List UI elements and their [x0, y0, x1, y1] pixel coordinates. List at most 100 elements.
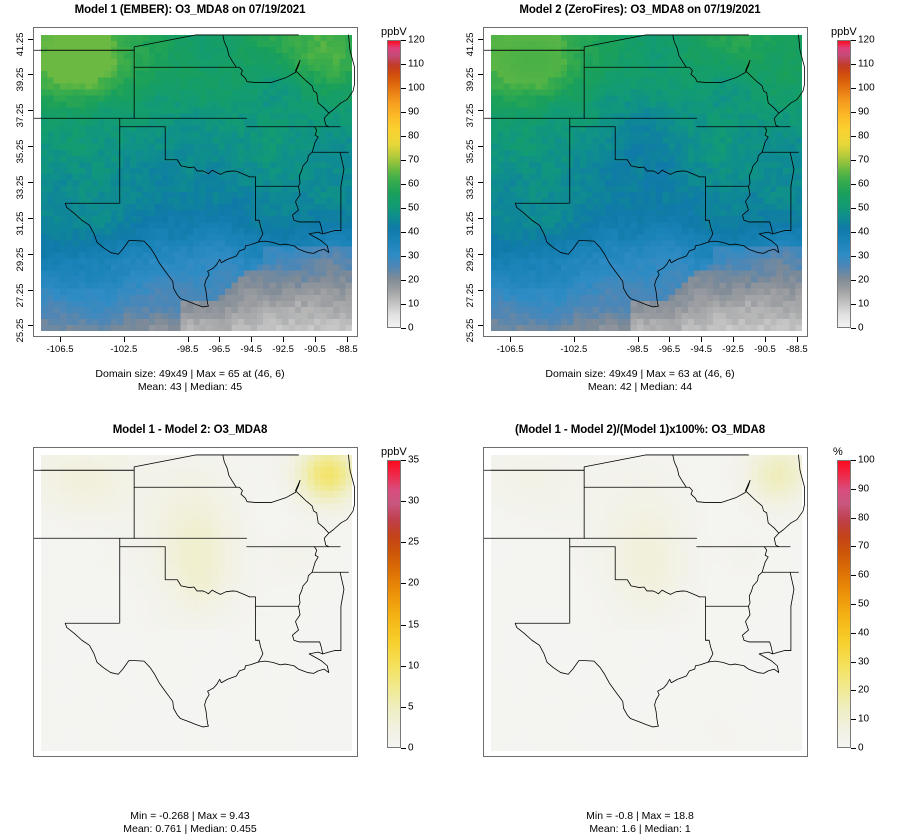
colorbar-tickmark [401, 184, 406, 185]
y-axis-ticklabel: 37.25 [15, 103, 26, 128]
stats-line-1: Min = -0.268 | Max = 9.43 [130, 810, 250, 822]
colorbar-ticklabel: 100 [858, 82, 875, 94]
heatmap-raster-model-2 [491, 35, 802, 331]
colorbar-ticklabel: 15 [408, 619, 420, 631]
colorbar-ticklabel: 50 [858, 202, 870, 214]
colorbar-gradient-difference [387, 460, 401, 748]
colorbar-tickmark [851, 632, 856, 634]
colorbar-ticklabel: 25 [408, 536, 420, 548]
x-axis-tickmark [283, 337, 285, 342]
colorbar-ticklabel: 20 [858, 274, 870, 286]
stats-line-2: Mean: 0.761 | Median: 0.455 [123, 823, 257, 835]
y-axis-ticklabel: 39.25 [465, 68, 476, 92]
y-axis-tickmark [28, 253, 33, 255]
y-axis-tickmark [478, 74, 483, 76]
colorbar-ticklabel: 70 [858, 154, 870, 166]
y-axis-ticklabel: 31.25 [15, 211, 26, 236]
panel-percent-difference: (Model 1 - Model 2)/(Model 1)x100%: O3_M… [450, 420, 900, 840]
map-frame-difference [33, 447, 358, 757]
y-axis-tickmark [28, 182, 33, 183]
x-axis-ticklabel: -92.5 [722, 344, 744, 355]
colorbar-ticklabel: 20 [408, 274, 420, 286]
colorbar-model-2: 0 10 20 30 40 50 60 70 80 90 100 110 120 [837, 35, 875, 334]
x-axis-ticklabel: -88.5 [786, 344, 808, 355]
stats-difference: Min = -0.268 | Max = 9.43 Mean: 0.761 | … [0, 810, 380, 836]
y-axis-ticklabel: 41.25 [465, 32, 476, 57]
colorbar-tickmark [401, 501, 406, 503]
colorbar-tickmark [851, 546, 856, 548]
colorbar-ticklabel: 120 [408, 34, 425, 46]
colorbar-tickmark [851, 575, 856, 577]
y-axis-ticklabel: 35.25 [465, 139, 476, 164]
map-frame-model-1 [33, 27, 358, 337]
colorbar-tickmark [851, 690, 856, 692]
colorbar-tickmark [401, 624, 406, 626]
y-axis-ticklabel: 25.25 [465, 318, 476, 343]
y-axis-model-2: 25.25 27.25 29.25 31.25 33.25 35.25 37.25 39.25… [460, 27, 483, 343]
y-axis-ticklabel: 25.25 [15, 318, 26, 343]
y-axis-model-1: 25.25 27.25 29.25 31.25 33.25 35.25 37.25 39.25… [10, 27, 33, 343]
stats-line-2: Mean: 43 | Median: 45 [137, 381, 243, 393]
colorbar-gradient-model-1 [387, 40, 401, 328]
x-axis-model-2: -106.5 -102.5 -98.5 -96.5 -94.5 -92.5 -90.5 -88… [483, 337, 808, 359]
colorbar-tickmark [401, 304, 406, 305]
x-axis-ticklabel: -94.5 [690, 344, 713, 355]
colorbar-ticklabel: 40 [858, 226, 870, 238]
x-axis-tickmark [637, 337, 639, 342]
x-axis-ticklabel: -96.5 [208, 344, 231, 355]
colorbar-ticklabel: 70 [408, 154, 420, 166]
y-axis-ticklabel: 37.25 [465, 103, 476, 128]
heatmap-raster-difference [41, 455, 352, 751]
x-axis-tickmark [764, 337, 766, 342]
colorbar-ticklabel: 80 [858, 512, 870, 524]
colorbar-tickmark [851, 208, 856, 209]
y-axis-tickmark [478, 325, 483, 327]
colorbar-tickmark [851, 280, 856, 281]
colorbar-ticklabel: 10 [408, 298, 420, 310]
colorbar-tickmark [401, 40, 406, 41]
colorbar-tickmark [401, 208, 406, 209]
colorbar-tickmark [851, 517, 856, 519]
stats-line-1: Min = -0.8 | Max = 18.8 [586, 810, 694, 822]
y-axis-tickmark [478, 253, 483, 255]
colorbar-tickmark [401, 136, 406, 137]
x-axis-ticklabel: -94.5 [240, 344, 263, 355]
y-axis-tickmark [478, 110, 483, 112]
y-axis-ticklabel: 31.25 [465, 211, 476, 236]
x-axis-tickmark [123, 337, 125, 342]
panel-title-percent-difference: (Model 1 - Model 2)/(Model 1)x100%: O3_M… [514, 424, 766, 436]
y-axis-ticklabel: 27.25 [465, 283, 476, 307]
colorbar-ticklabel: 60 [858, 569, 870, 581]
colorbar-tickmark [851, 661, 856, 663]
y-axis-tickmark [28, 325, 33, 327]
colorbar-ticklabel: 30 [858, 250, 870, 262]
x-axis-ticklabel: -106.5 [496, 344, 524, 355]
colorbar-unit-model-1: ppbV [381, 26, 407, 38]
panel-difference: Model 1 - Model 2: O3_MDA8 0 5 10 15 20 25 30 3… [0, 420, 450, 840]
colorbar-ticklabel: 30 [408, 495, 420, 507]
colorbar-ticklabel: 20 [408, 577, 420, 589]
stats-line-1: Domain size: 49x49 | Max = 63 at (46, 6) [545, 368, 735, 380]
colorbar-ticklabel: 50 [858, 598, 870, 610]
y-axis-tickmark [478, 182, 483, 183]
colorbar-tickmark [401, 748, 406, 749]
colorbar-ticklabel: 70 [858, 540, 870, 552]
colorbar-tickmark [851, 719, 856, 721]
y-axis-ticklabel: 27.25 [15, 283, 26, 307]
colorbar-tickmark [401, 583, 406, 585]
x-axis-ticklabel: -102.5 [560, 344, 588, 355]
colorbar-tickmark [851, 488, 856, 490]
x-axis-ticklabel: -106.5 [46, 344, 74, 355]
colorbar-tickmark [401, 112, 406, 113]
colorbar-tickmark [851, 88, 856, 89]
colorbar-ticklabel: 5 [408, 701, 414, 713]
colorbar-tickmark [401, 232, 406, 233]
colorbar-tickmark [851, 64, 856, 65]
colorbar-tickmark [401, 706, 406, 708]
colorbar-tickmark [851, 136, 856, 137]
colorbar-ticklabel: 80 [408, 130, 420, 142]
y-axis-tickmark [28, 217, 33, 219]
x-axis-model-1: -106.5 -102.5 -98.5 -96.5 -94.5 -92.5 -90.5 -88… [33, 337, 358, 359]
x-axis-tickmark [251, 337, 253, 342]
x-axis-tickmark [669, 337, 671, 342]
